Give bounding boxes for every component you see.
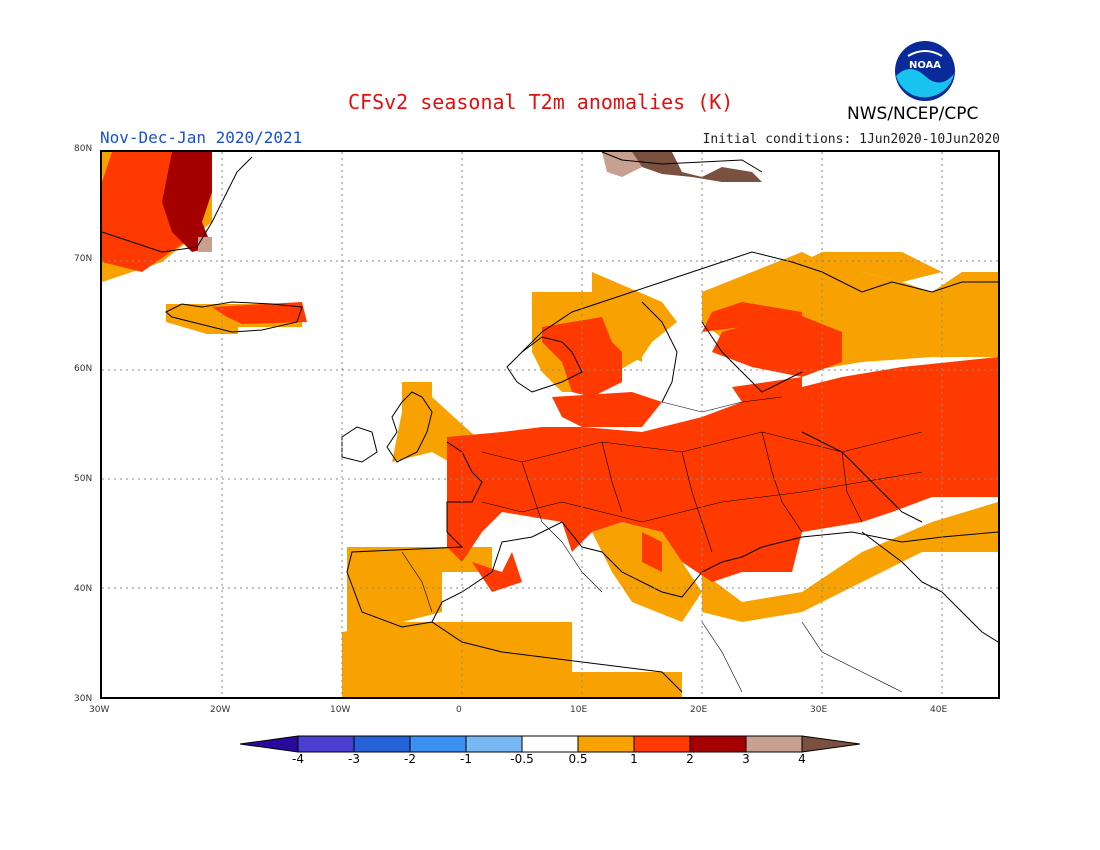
colorbar-label-m3: -3 <box>348 752 360 766</box>
colorbar-label-m05: -0.5 <box>510 752 534 766</box>
colorbar-label-m2: -2 <box>404 752 416 766</box>
colorbar <box>240 735 860 753</box>
colorbar-m2-m1 <box>410 736 466 752</box>
colorbar-05-1 <box>578 736 634 752</box>
lat-label-80n: 80N <box>74 144 93 154</box>
lat-label-60n: 60N <box>74 364 93 374</box>
anomaly-map <box>100 150 1000 699</box>
anomaly-3-to-4-shading <box>198 152 642 252</box>
colorbar-label-m1: -1 <box>460 752 472 766</box>
colorbar-2-3 <box>690 736 746 752</box>
chart-title: CFSv2 seasonal T2m anomalies (K) <box>348 90 734 114</box>
lon-label-20e: 20E <box>690 705 708 715</box>
lon-label-20w: 20W <box>210 705 231 715</box>
colorbar-gt-4 <box>802 736 860 752</box>
map-canvas <box>102 152 998 697</box>
colorbar-m4-m3 <box>298 736 354 752</box>
svg-text:NOAA: NOAA <box>909 60 941 71</box>
colorbar-m1-m05 <box>466 736 522 752</box>
anomaly-2-to-3-shading <box>162 152 212 252</box>
noaa-logo-icon: NOAA <box>895 41 955 101</box>
colorbar-3-4 <box>746 736 802 752</box>
coastlines <box>102 152 998 693</box>
graticule <box>102 152 998 697</box>
anomaly-gt-4-shading <box>632 152 762 182</box>
lon-label-0: 0 <box>456 705 462 715</box>
colorbar-m3-m2 <box>354 736 410 752</box>
colorbar-m05-05 <box>522 736 578 752</box>
colorbar-label-05: 0.5 <box>568 752 588 766</box>
agency-label: NWS/NCEP/CPC <box>847 104 979 124</box>
lat-label-40n: 40N <box>74 584 93 594</box>
colorbar-label-m4: -4 <box>292 752 304 766</box>
lon-label-10w: 10W <box>330 705 351 715</box>
colorbar-1-2 <box>634 736 690 752</box>
lat-label-70n: 70N <box>74 254 93 264</box>
anomaly-0-5-to-1-shading <box>102 152 998 697</box>
colorbar-label-1: 1 <box>630 752 638 766</box>
colorbar-label-2: 2 <box>686 752 694 766</box>
lat-label-30n: 30N <box>74 694 93 704</box>
season-label: Nov-Dec-Jan 2020/2021 <box>100 128 303 147</box>
lon-label-10e: 10E <box>570 705 588 715</box>
colorbar-label-3: 3 <box>742 752 750 766</box>
initial-conditions-label: Initial conditions: 1Jun2020-10Jun2020 <box>702 132 1000 147</box>
lat-label-50n: 50N <box>74 474 93 484</box>
lon-label-30w: 30W <box>89 705 110 715</box>
lon-label-40e: 40E <box>930 705 948 715</box>
colorbar-label-4: 4 <box>798 752 806 766</box>
colorbar-lt-4 <box>240 736 298 752</box>
lon-label-30e: 30E <box>810 705 828 715</box>
